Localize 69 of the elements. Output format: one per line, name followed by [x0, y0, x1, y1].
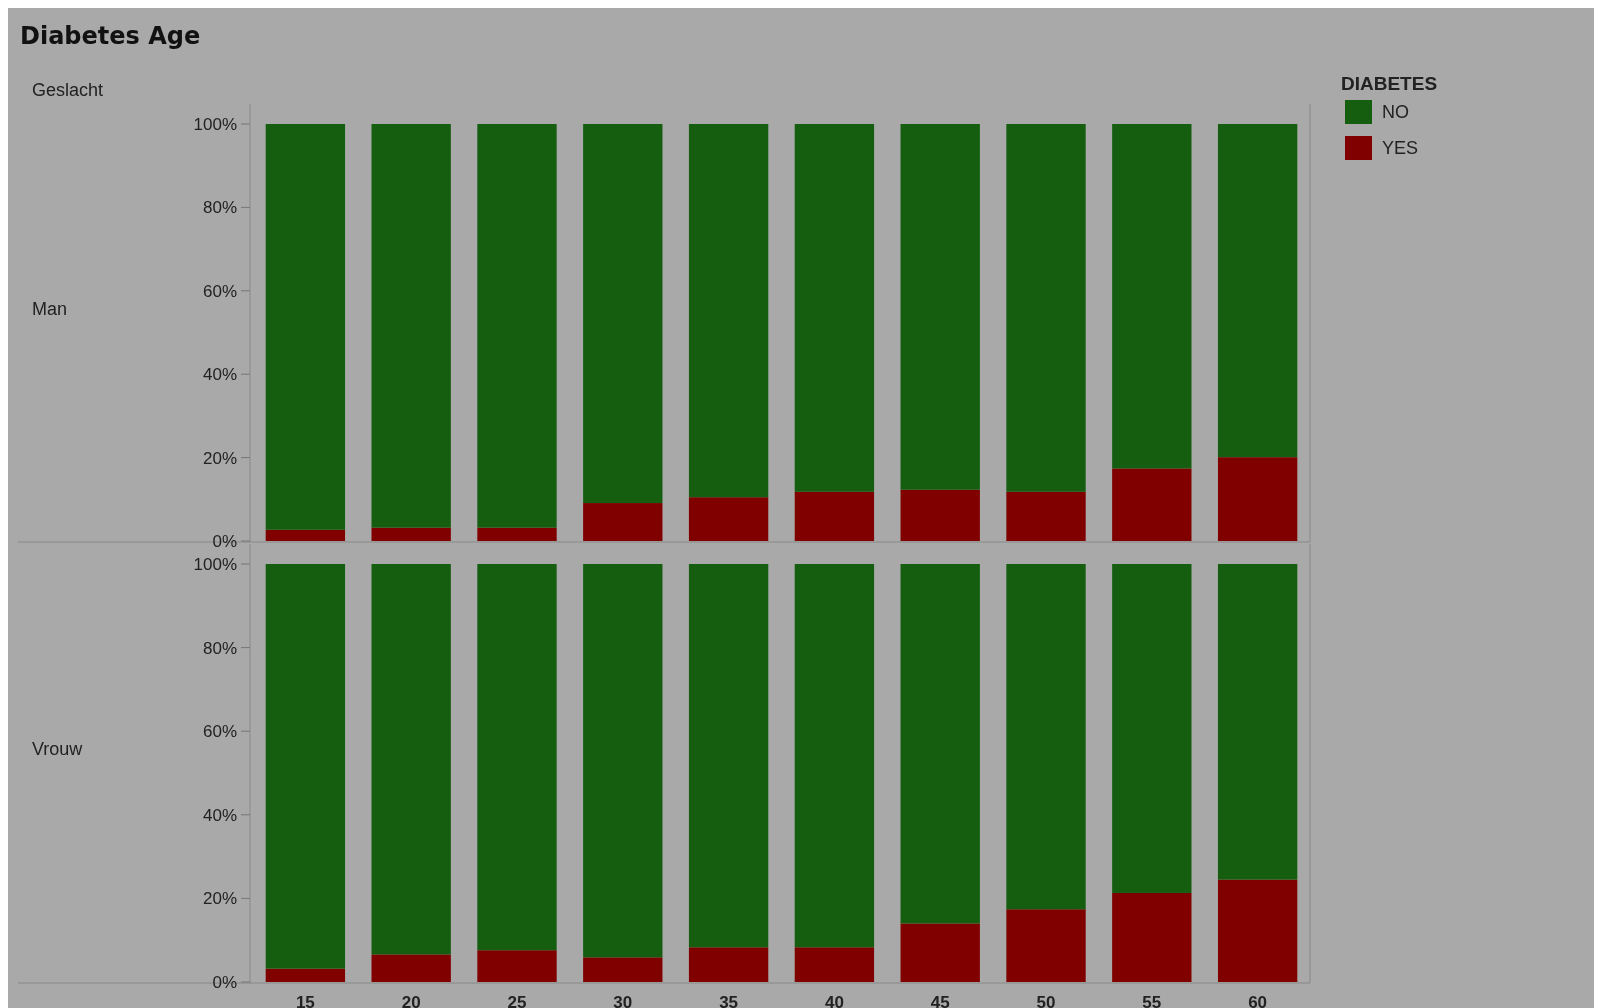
bar [1217, 457, 1298, 541]
bar [583, 564, 663, 958]
bar [688, 124, 769, 498]
bar [688, 564, 769, 948]
bar [1006, 124, 1086, 492]
bar [1112, 564, 1192, 893]
bar [371, 954, 451, 982]
y-tick-label: 80% [202, 638, 237, 658]
x-tick-label: 45 [930, 993, 950, 1008]
bar [794, 124, 875, 492]
bar [477, 124, 557, 528]
legend-label: NO [1382, 102, 1409, 123]
bar [583, 957, 663, 982]
bar [794, 491, 875, 541]
bar [371, 564, 451, 955]
bar [583, 503, 663, 541]
y-tick-label: 40% [202, 805, 237, 825]
bar [688, 947, 769, 982]
bar [265, 968, 346, 982]
bar [1217, 879, 1298, 982]
legend-label: YES [1382, 138, 1419, 159]
x-tick-label: 25 [507, 993, 527, 1008]
bar [583, 124, 663, 504]
bar [1217, 564, 1298, 880]
y-tick-label: 0% [212, 972, 237, 992]
bar [688, 497, 769, 541]
chart-title: Diabetes Age [20, 22, 201, 50]
bar [900, 564, 980, 924]
bar [1006, 909, 1086, 982]
x-tick-label: 55 [1142, 993, 1162, 1008]
bar [1112, 892, 1192, 982]
y-axis-title: Vrouw [32, 739, 84, 759]
x-tick-label: 20 [401, 993, 421, 1008]
bar [371, 124, 451, 528]
x-tick-label: 30 [613, 993, 633, 1008]
bar [371, 527, 451, 541]
bar [794, 564, 875, 948]
text: Geslacht [32, 80, 104, 100]
bar [1006, 491, 1086, 541]
bar [265, 529, 346, 541]
bar [900, 489, 980, 541]
bar [1217, 124, 1298, 458]
bar [477, 950, 557, 982]
x-tick-label: 50 [1036, 993, 1056, 1008]
x-tick-label: 35 [719, 993, 739, 1008]
legend-title: DIABETES [1341, 73, 1438, 94]
bar [265, 564, 346, 969]
y-axis-title: Man [32, 298, 68, 319]
y-tick-label: 20% [202, 448, 237, 468]
y-tick-label: 100% [193, 554, 237, 574]
y-tick-label: 0% [212, 531, 237, 551]
bar [1006, 564, 1086, 910]
bar [477, 564, 557, 951]
x-tick-label: 40 [824, 993, 844, 1008]
x-tick-label: 15 [295, 993, 315, 1008]
y-tick-label: 60% [202, 722, 237, 742]
y-tick-label: 100% [193, 114, 237, 134]
x-tick-label: 60 [1248, 993, 1268, 1008]
bar [265, 124, 346, 530]
bar [900, 124, 980, 490]
y-tick-label: 80% [202, 198, 237, 218]
bar [1112, 468, 1192, 541]
y-tick-label: 40% [202, 365, 237, 385]
bar [900, 923, 980, 982]
bar [794, 947, 875, 982]
bar [1112, 124, 1192, 469]
bar [477, 527, 557, 541]
y-tick-label: 20% [202, 889, 237, 909]
y-tick-label: 60% [202, 281, 237, 301]
